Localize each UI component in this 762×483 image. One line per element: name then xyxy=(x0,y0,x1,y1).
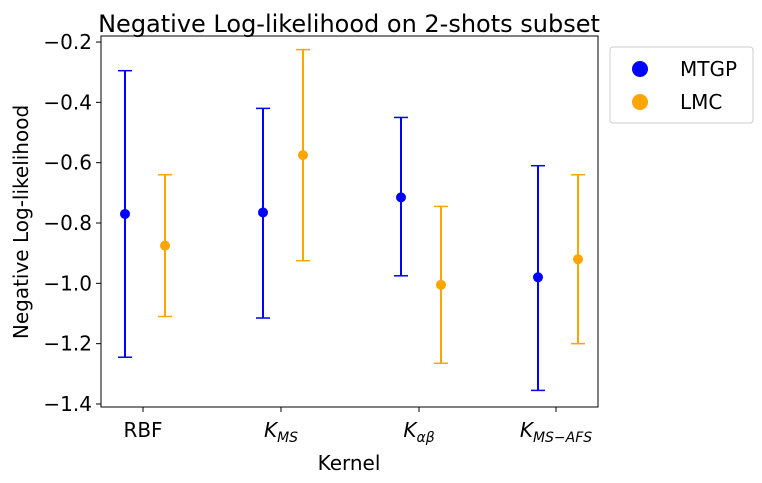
data-point-mtgp xyxy=(258,207,268,218)
y-tick-label: −1.2 xyxy=(43,332,92,356)
legend-marker-lmc xyxy=(632,94,648,110)
y-tick-label: −1.0 xyxy=(43,271,92,295)
plot-frame xyxy=(100,35,599,408)
data-point-mtgp xyxy=(533,272,543,283)
y-tick-label: −0.4 xyxy=(43,90,92,114)
y-tick-label: −0.6 xyxy=(43,151,92,175)
x-tick-label: RBF xyxy=(123,418,162,442)
x-tick-label: KMS xyxy=(264,418,298,446)
legend-label-lmc: LMC xyxy=(680,90,722,114)
data-point-lmc xyxy=(160,240,170,251)
y-tick-label: −0.2 xyxy=(43,30,92,54)
data-point-lmc xyxy=(298,150,308,161)
legend-marker-mtgp xyxy=(632,61,648,77)
legend-label-mtgp: MTGP xyxy=(680,57,737,81)
data-point-mtgp xyxy=(396,192,406,203)
data-point-lmc xyxy=(573,254,583,265)
y-tick-label: −0.8 xyxy=(43,211,92,235)
y-axis-label: Negative Log-likelihood xyxy=(9,105,33,339)
legend: MTGP LMC xyxy=(609,46,754,124)
x-axis-label: Kernel xyxy=(318,451,381,475)
x-tick-label: KMS−AFS xyxy=(520,418,592,446)
data-point-mtgp xyxy=(120,208,130,219)
x-tick-label: Kαβ xyxy=(403,418,434,446)
data-point-lmc xyxy=(436,279,446,290)
y-tick-label: −1.4 xyxy=(43,392,92,416)
chart-title: Negative Log-likelihood on 2-shots subse… xyxy=(98,10,600,38)
